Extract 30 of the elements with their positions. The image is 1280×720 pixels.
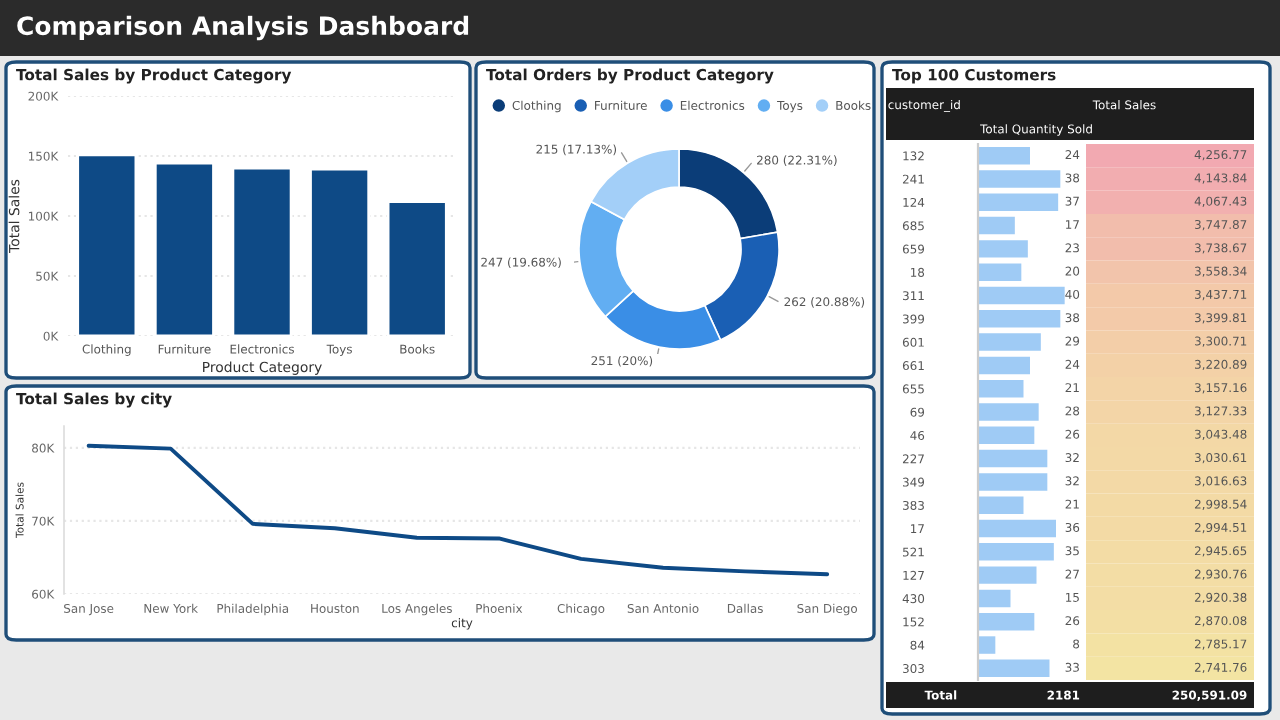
text: Comparison Analysis Dashboard <box>17 15 469 41</box>
bar <box>978 403 1039 421</box>
bar <box>978 356 1030 375</box>
bar <box>978 263 1022 281</box>
bar <box>978 310 1061 328</box>
bar <box>978 240 1028 258</box>
bar <box>978 426 1035 445</box>
bar <box>978 333 1041 351</box>
bar <box>309 167 371 336</box>
bar <box>978 286 1065 305</box>
bar <box>231 166 293 336</box>
bar <box>978 449 1048 468</box>
bar <box>978 613 1035 631</box>
bar <box>978 193 1059 211</box>
bar <box>978 379 1024 398</box>
bar <box>978 566 1037 584</box>
bar <box>978 543 1054 561</box>
bar <box>978 636 996 654</box>
bar <box>978 496 1024 514</box>
bar <box>153 161 215 336</box>
bar <box>978 146 1030 165</box>
bar <box>978 659 1050 678</box>
bar <box>978 473 1048 491</box>
bar <box>76 153 138 336</box>
bar <box>978 216 1015 235</box>
bar <box>978 170 1061 188</box>
line-series <box>86 443 830 577</box>
bar <box>386 200 448 336</box>
bar <box>978 519 1056 538</box>
bar <box>978 589 1011 608</box>
